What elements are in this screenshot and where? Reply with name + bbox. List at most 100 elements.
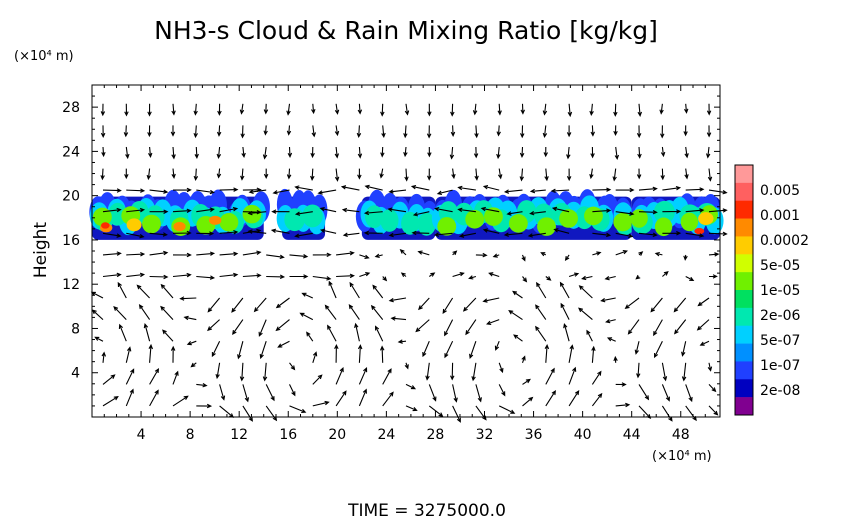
wind-arrow xyxy=(591,345,596,363)
wind-arrow xyxy=(590,146,595,159)
wind-arrow xyxy=(275,297,290,309)
wind-arrow xyxy=(442,297,454,314)
wind-arrow xyxy=(613,125,618,136)
colorbar-swatch xyxy=(735,254,753,273)
wind-arrow xyxy=(615,250,628,256)
wind-arrow xyxy=(496,125,501,137)
wind-arrow xyxy=(171,146,176,160)
wind-arrow xyxy=(685,187,705,192)
wind-arrow xyxy=(498,405,516,414)
colorbar-label: 1e-05 xyxy=(760,283,800,299)
y-tick-label: 8 xyxy=(71,321,80,337)
cloud-contour xyxy=(654,217,673,237)
wind-arrow xyxy=(634,341,640,355)
cloud-contour xyxy=(680,212,699,232)
wind-arrow xyxy=(271,209,290,214)
wind-arrow xyxy=(294,232,313,238)
wind-arrow xyxy=(498,384,506,397)
wind-arrow xyxy=(589,103,594,116)
colorbar-swatch xyxy=(735,379,753,398)
wind-arrow xyxy=(172,395,189,407)
wind-arrow xyxy=(606,337,616,342)
wind-arrow xyxy=(186,340,197,346)
wind-arrow xyxy=(328,280,337,299)
wind-arrow xyxy=(91,309,104,321)
wind-arrow xyxy=(363,230,383,236)
wind-arrow xyxy=(428,272,436,277)
colorbar-swatch xyxy=(735,200,753,219)
colorbar-label: 0.005 xyxy=(760,183,800,199)
cloud-contour xyxy=(219,213,239,232)
x-tick-label: 28 xyxy=(427,427,445,443)
wind-arrow xyxy=(469,341,477,359)
wind-arrow xyxy=(566,146,571,160)
wind-arrow xyxy=(427,168,432,181)
wind-arrow xyxy=(707,362,713,372)
wind-arrow xyxy=(638,251,644,256)
wind-arrow xyxy=(591,392,603,407)
wind-arrow xyxy=(372,284,384,299)
wind-arrow xyxy=(126,251,146,257)
wind-arrow xyxy=(196,207,215,213)
wind-arrow xyxy=(488,272,500,278)
wind-arrow xyxy=(492,253,500,258)
wind-arrow xyxy=(403,125,408,139)
wind-arrow xyxy=(277,340,290,348)
wind-arrow xyxy=(374,253,383,258)
wind-arrow xyxy=(265,405,278,422)
wind-arrow xyxy=(457,185,476,191)
wind-arrow xyxy=(397,339,407,344)
wind-arrow xyxy=(239,362,245,382)
wind-arrow xyxy=(452,384,458,403)
wind-arrow xyxy=(196,189,215,195)
wind-arrow xyxy=(684,168,689,180)
wind-arrow xyxy=(194,146,199,159)
x-tick-label: 8 xyxy=(186,427,195,443)
wind-arrow xyxy=(506,211,523,216)
wind-arrow xyxy=(452,405,461,423)
cloud-contour xyxy=(209,215,222,225)
wind-arrow xyxy=(193,168,199,182)
wind-arrow xyxy=(706,125,712,138)
wind-arrow xyxy=(94,336,104,342)
cloud-contour xyxy=(173,221,186,232)
wind-arrow xyxy=(708,405,719,416)
wind-arrow xyxy=(581,275,593,281)
wind-arrow xyxy=(399,249,407,256)
wind-arrow xyxy=(348,304,360,320)
cloud-contour xyxy=(302,204,323,228)
wind-arrow xyxy=(136,284,150,299)
wind-arrow xyxy=(219,251,239,257)
x-tick-label: 4 xyxy=(137,427,146,443)
wind-arrow xyxy=(340,185,360,191)
wind-arrow xyxy=(436,189,453,196)
wind-arrow xyxy=(411,230,430,236)
cloud-contour xyxy=(142,214,161,234)
wind-arrow xyxy=(359,272,371,278)
wind-arrow xyxy=(232,319,244,336)
wind-arrow xyxy=(519,146,525,158)
cloud-contour xyxy=(126,218,142,232)
wind-arrow xyxy=(123,125,129,138)
wind-arrow xyxy=(498,362,504,374)
wind-arrow xyxy=(146,168,151,181)
wind-arrow xyxy=(289,254,309,259)
wind-arrow xyxy=(149,274,169,280)
wind-arrow xyxy=(179,296,197,301)
wind-arrow xyxy=(566,168,572,182)
colorbar-label: 0.0002 xyxy=(760,233,809,249)
wind-arrow xyxy=(637,146,642,159)
wind-arrow xyxy=(560,302,570,320)
wind-arrow xyxy=(542,125,548,139)
wind-arrow xyxy=(172,252,192,258)
wind-arrow xyxy=(699,340,710,346)
colorbar-swatch xyxy=(735,218,753,237)
wind-arrow xyxy=(117,281,127,299)
wind-arrow xyxy=(124,168,129,180)
wind-arrow xyxy=(615,232,634,239)
cloud-contour xyxy=(101,222,110,229)
wind-arrow xyxy=(242,250,262,256)
wind-arrow xyxy=(382,391,394,407)
wind-arrow xyxy=(102,272,122,278)
wind-arrow xyxy=(294,211,313,216)
